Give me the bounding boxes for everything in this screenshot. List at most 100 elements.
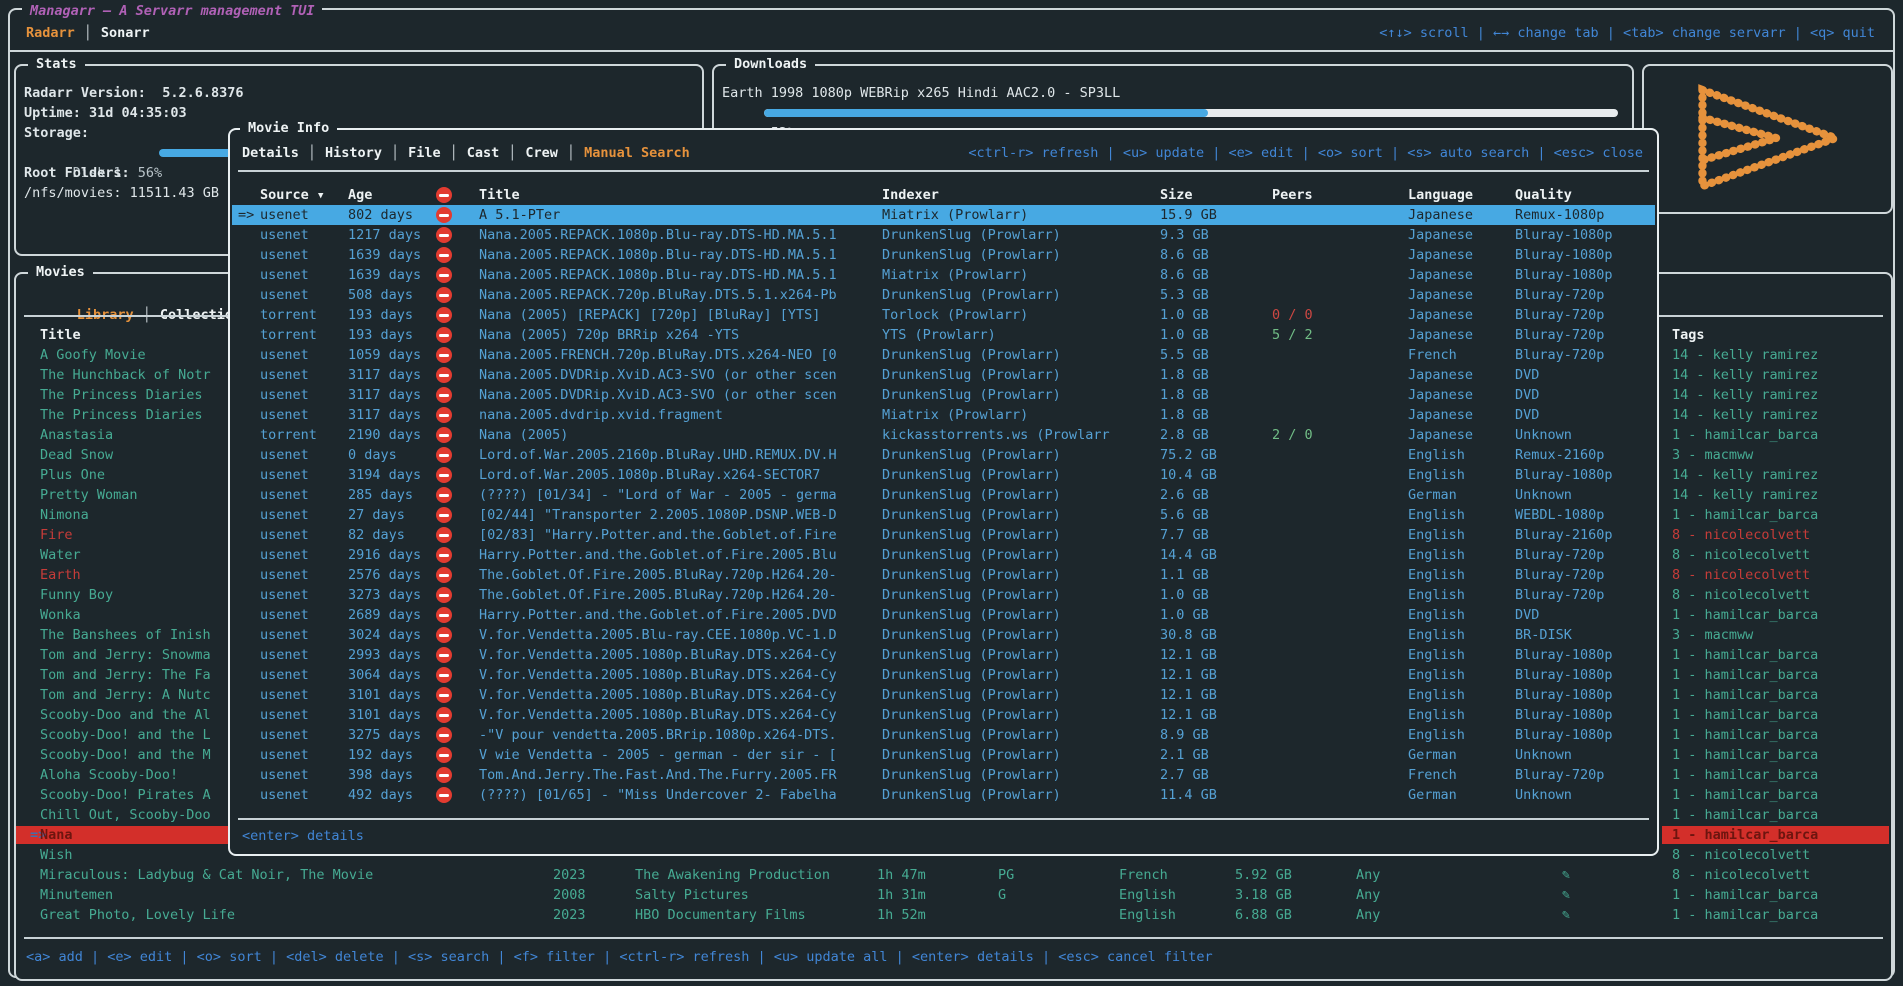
release-row[interactable]: usenet 3273 days The.Goblet.Of.Fire.2005… (230, 585, 1657, 605)
edit-icon[interactable]: ✎ (1562, 887, 1571, 903)
movie-row[interactable]: Wonka 1 - hamilcar_barca (16, 605, 1889, 625)
movie-row[interactable]: Plus One 14 - kelly ramirez (16, 465, 1889, 485)
release-row[interactable]: usenet 1639 days Nana.2005.REPACK.1080p.… (230, 265, 1657, 285)
movie-row[interactable]: Scooby-Doo! and the M 1 - hamilcar_barca (16, 745, 1889, 765)
tab-crew[interactable]: Crew (525, 145, 558, 161)
movie-row[interactable]: Tom and Jerry: A Nutc 1 - hamilcar_barca (16, 685, 1889, 705)
release-row[interactable]: usenet 398 days Tom.And.Jerry.The.Fast.A… (230, 765, 1657, 785)
release-language: Japanese (1408, 227, 1474, 243)
release-row[interactable]: usenet 3101 days V.for.Vendetta.2005.108… (230, 705, 1657, 725)
tab-history[interactable]: History (325, 145, 382, 161)
release-row[interactable]: usenet 82 days [02/83] "Harry.Potter.and… (230, 525, 1657, 545)
release-source: usenet (260, 507, 309, 523)
movie-row[interactable]: The Princess Diaries 14 - kelly ramirez (16, 385, 1889, 405)
movie-row[interactable]: Dead Snow 3 - macmww (16, 445, 1889, 465)
tab-cast[interactable]: Cast (466, 145, 500, 161)
release-row[interactable]: usenet 3117 days nana.2005.dvdrip.xvid.f… (230, 405, 1657, 425)
col-indexer[interactable]: Indexer (882, 187, 939, 203)
release-language: French (1408, 767, 1457, 783)
release-row[interactable]: usenet 3275 days -"V pour vendetta.2005.… (230, 725, 1657, 745)
download-progress-bar (764, 109, 1618, 117)
col-peers[interactable]: Peers (1272, 187, 1313, 203)
release-row[interactable]: torrent 193 days Nana (2005) [REPACK] [7… (230, 305, 1657, 325)
tab-radarr[interactable]: Radarr (26, 25, 75, 41)
release-row[interactable]: usenet 3024 days V.for.Vendetta.2005.Blu… (230, 625, 1657, 645)
release-row[interactable]: usenet 285 days (????) [01/34] - "Lord o… (230, 485, 1657, 505)
movie-row[interactable]: Great Photo, Lovely Life 2023 HBO Docume… (16, 905, 1889, 925)
release-title: Harry.Potter.and.the.Goblet.of.Fire.2005… (479, 547, 837, 563)
release-age: 1639 days (348, 247, 422, 263)
col-language[interactable]: Language (1408, 187, 1474, 203)
tab-manual-search[interactable]: Manual Search (584, 145, 690, 161)
release-row[interactable]: usenet 2576 days The.Goblet.Of.Fire.2005… (230, 565, 1657, 585)
movie-row[interactable]: A Goofy Movie 14 - kelly ramirez (16, 345, 1889, 365)
release-title: -"V pour vendetta.2005.BRrip.1080p.x264-… (479, 727, 837, 743)
release-row[interactable]: usenet 27 days [02/44] "Transporter 2.20… (230, 505, 1657, 525)
movie-title: Tom and Jerry: A Nutc (40, 687, 211, 703)
movie-info-tabs-divider (238, 170, 1649, 172)
release-row[interactable]: usenet 1059 days Nana.2005.FRENCH.720p.B… (230, 345, 1657, 365)
release-quality: Bluray-720p (1515, 307, 1605, 323)
release-row[interactable]: torrent 2190 days Nana (2005) kickasstor… (230, 425, 1657, 445)
movie-row[interactable]: Minutemen 2008 Salty Pictures 1h 31m G E… (16, 885, 1889, 905)
col-age[interactable]: Age (348, 187, 373, 203)
release-row[interactable]: => usenet 802 days A 5.1-PTer Miatrix (P… (230, 205, 1657, 225)
edit-icon[interactable]: ✎ (1562, 907, 1571, 923)
movie-row[interactable]: Scooby-Doo! Pirates A 1 - hamilcar_barca (16, 785, 1889, 805)
release-row[interactable]: usenet 3101 days V.for.Vendetta.2005.108… (230, 685, 1657, 705)
release-row[interactable]: usenet 3194 days Lord.of.War.2005.1080p.… (230, 465, 1657, 485)
tab-sonarr[interactable]: Sonarr (100, 25, 150, 41)
release-language: English (1408, 567, 1465, 583)
movie-row[interactable]: Chill Out, Scooby-Doo 1 - hamilcar_barca (16, 805, 1889, 825)
movie-row[interactable]: Wish 8 - nicolecolvett (16, 845, 1889, 865)
release-row[interactable]: usenet 3117 days Nana.2005.DVDRip.XviD.A… (230, 365, 1657, 385)
movie-row[interactable]: Earth 8 - nicolecolvett (16, 565, 1889, 585)
release-row[interactable]: usenet 2916 days Harry.Potter.and.the.Go… (230, 545, 1657, 565)
tab-details[interactable]: Details (242, 145, 299, 161)
release-row[interactable]: usenet 492 days (????) [01/65] - "Miss U… (230, 785, 1657, 805)
movie-row[interactable]: Fire 8 - nicolecolvett (16, 525, 1889, 545)
movie-row[interactable]: Nimona 1 - hamilcar_barca (16, 505, 1889, 525)
rejected-icon (436, 667, 452, 683)
movie-row[interactable]: Miraculous: Ladybug & Cat Noir, The Movi… (16, 865, 1889, 885)
movie-row[interactable]: Tom and Jerry: Snowma 1 - hamilcar_barca (16, 645, 1889, 665)
movie-tag: 8 - nicolecolvett (1672, 567, 1811, 583)
release-row[interactable]: usenet 3064 days V.for.Vendetta.2005.108… (230, 665, 1657, 685)
movie-row[interactable]: Anastasia 1 - hamilcar_barca (16, 425, 1889, 445)
col-size[interactable]: Size (1160, 187, 1193, 203)
movie-tag: 1 - hamilcar_barca (1672, 607, 1819, 623)
release-row[interactable]: usenet 508 days Nana.2005.REPACK.720p.Bl… (230, 285, 1657, 305)
release-row[interactable]: usenet 1639 days Nana.2005.REPACK.1080p.… (230, 245, 1657, 265)
release-age: 285 days (348, 487, 414, 503)
release-row[interactable]: torrent 193 days Nana (2005) 720p BRRip … (230, 325, 1657, 345)
movie-tag: 8 - nicolecolvett (1672, 527, 1811, 543)
release-language: English (1408, 447, 1465, 463)
edit-icon[interactable]: ✎ (1562, 867, 1571, 883)
release-language: English (1408, 527, 1465, 543)
release-row[interactable]: usenet 1217 days Nana.2005.REPACK.1080p.… (230, 225, 1657, 245)
movie-row[interactable]: Funny Boy 8 - nicolecolvett (16, 585, 1889, 605)
release-source: usenet (260, 787, 309, 803)
release-age: 1217 days (348, 227, 422, 243)
movie-row[interactable]: => Nana 1 - hamilcar_barca (16, 825, 1889, 845)
movie-row[interactable]: The Banshees of Inish 3 - macmww (16, 625, 1889, 645)
col-title[interactable]: Title (479, 187, 520, 203)
release-row[interactable]: usenet 0 days Lord.of.War.2005.2160p.Blu… (230, 445, 1657, 465)
release-age: 492 days (348, 787, 414, 803)
col-quality[interactable]: Quality (1515, 187, 1572, 203)
release-row[interactable]: usenet 3117 days Nana.2005.DVDRip.XviD.A… (230, 385, 1657, 405)
movie-row[interactable]: The Hunchback of Notr 14 - kelly ramirez (16, 365, 1889, 385)
movie-row[interactable]: Tom and Jerry: The Fa 1 - hamilcar_barca (16, 665, 1889, 685)
col-source[interactable]: Source (260, 187, 309, 203)
movie-row[interactable]: The Princess Diaries 14 - kelly ramirez (16, 405, 1889, 425)
movie-row[interactable]: Pretty Woman 14 - kelly ramirez (16, 485, 1889, 505)
release-age: 2689 days (348, 607, 422, 623)
tab-file[interactable]: File (408, 145, 441, 161)
release-row[interactable]: usenet 2993 days V.for.Vendetta.2005.108… (230, 645, 1657, 665)
release-row[interactable]: usenet 192 days V wie Vendetta - 2005 - … (230, 745, 1657, 765)
movie-row[interactable]: Water 8 - nicolecolvett (16, 545, 1889, 565)
movie-row[interactable]: Scooby-Doo! and the L 1 - hamilcar_barca (16, 725, 1889, 745)
movie-row[interactable]: Aloha Scooby-Doo! 1 - hamilcar_barca (16, 765, 1889, 785)
release-row[interactable]: usenet 2689 days Harry.Potter.and.the.Go… (230, 605, 1657, 625)
movie-row[interactable]: Scooby-Doo and the Al 1 - hamilcar_barca (16, 705, 1889, 725)
